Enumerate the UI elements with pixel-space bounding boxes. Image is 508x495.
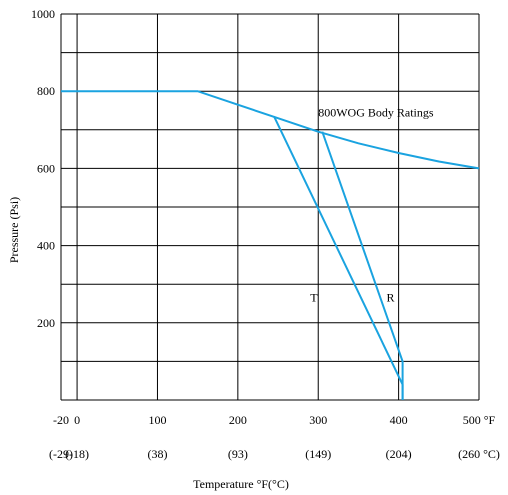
annotation-label: T [310,291,318,305]
annotation-label: R [387,291,395,305]
y-axis-label: Pressure (Psi) [7,197,21,263]
y-tick-label: 800 [37,84,55,98]
x-tick-label-fahrenheit: 300 [309,413,327,427]
x-tick-label-celsius: (-29) [49,447,73,461]
x-axis-tick-labels: -20 (-29) 0 (-18) 100 (38) 200 (93) 300 (149) 400 (… [49,413,500,461]
y-tick-label: 600 [37,161,55,175]
x-tick-label-celsius: (38) [147,447,167,461]
y-axis-tick-labels: 1000 800 600 400 200 [31,7,55,330]
x-tick-label-celsius: (-18) [65,447,89,461]
x-tick-label-fahrenheit: 0 [74,413,80,427]
x-tick-label-celsius: (204) [386,447,412,461]
chart-annotations: 800WOG Body Ratings T R [310,105,434,304]
x-tick-label-celsius: (149) [305,447,331,461]
x-tick-label-fahrenheit: 100 [148,413,166,427]
series-line-t [273,115,404,400]
x-tick-label-celsius: (93) [228,447,248,461]
y-tick-label: 400 [37,239,55,253]
chart-grid [60,13,480,401]
x-tick-label-celsius: (260 °C) [458,447,500,461]
y-tick-label: 1000 [31,7,55,21]
series-line-r [321,131,404,400]
annotation-label: 800WOG Body Ratings [318,105,434,119]
y-tick-label: 200 [37,316,55,330]
chart-series [61,90,480,400]
x-tick-label-fahrenheit: 500 °F [463,413,496,427]
x-tick-label-fahrenheit: 400 [390,413,408,427]
x-tick-label-fahrenheit: -20 [53,413,69,427]
series-line-800wog [61,90,480,170]
x-axis-label: Temperature °F(°C) [193,477,289,491]
x-tick-label-fahrenheit: 200 [229,413,247,427]
